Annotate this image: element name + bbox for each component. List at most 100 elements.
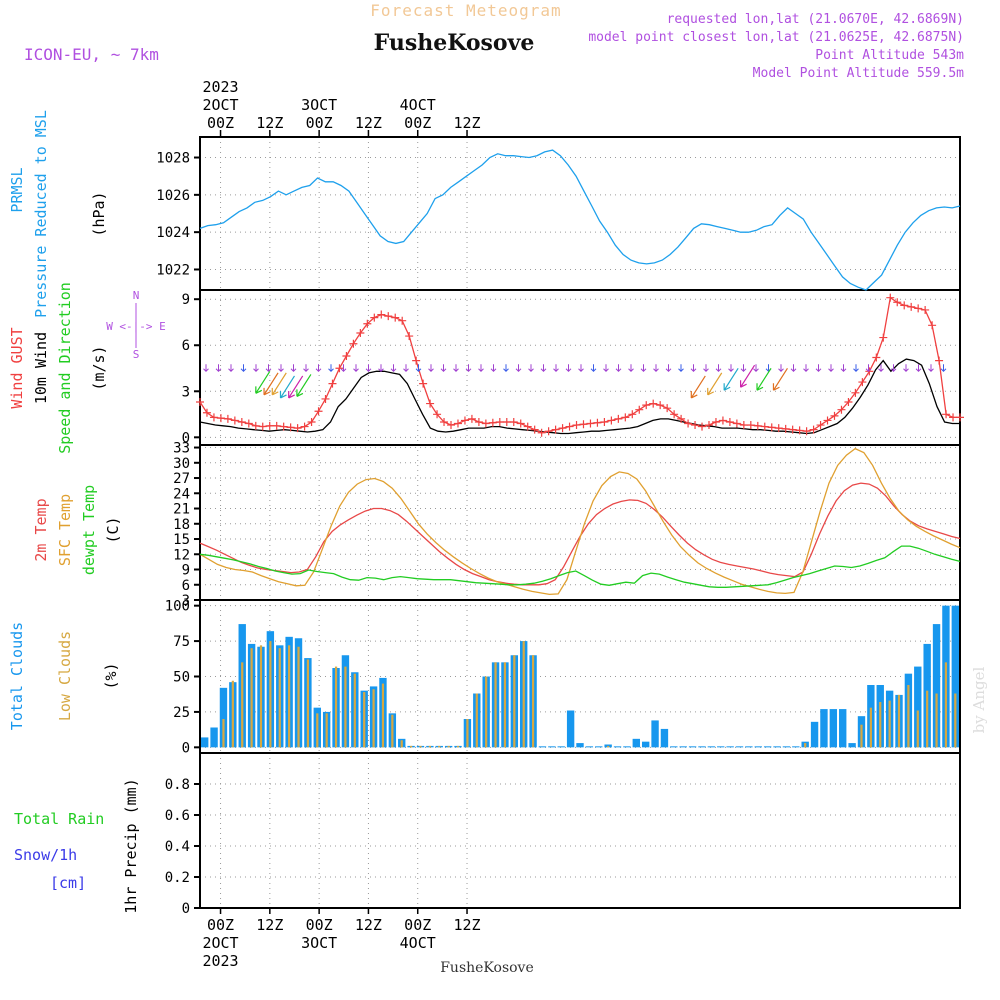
precip-snow-label: Snow/1h <box>14 846 77 864</box>
top-date-label: 2OCT <box>202 96 238 114</box>
total-cloud-bar <box>566 710 575 748</box>
low-cloud-bar <box>259 645 263 748</box>
y-tick-label: 12 <box>173 547 190 563</box>
wind-direction-arrow <box>903 364 909 372</box>
wind-direction-arrow <box>390 364 397 372</box>
y-tick-label: 6 <box>182 578 190 594</box>
temp-2m-label: 2m Temp <box>32 498 50 561</box>
y-tick-label: 0 <box>182 901 190 917</box>
wind-direction-arrow <box>853 364 859 372</box>
gust-marker <box>684 419 693 428</box>
wind-direction-arrow <box>378 364 384 372</box>
wind-vector-arrow <box>296 374 312 397</box>
wind-direction-arrow <box>428 364 434 372</box>
wind-direction-arrow <box>640 364 647 372</box>
gust-marker <box>858 378 867 387</box>
y-tick-label: 33 <box>173 441 190 457</box>
total-cloud-bar <box>623 746 631 748</box>
total-cloud-bar <box>679 746 687 748</box>
low-cloud-bar <box>372 689 375 748</box>
gust-marker <box>670 410 679 419</box>
wind-vector-arrow <box>756 367 772 391</box>
wind-direction-arrow <box>803 364 809 372</box>
low-cloud-bar <box>447 745 450 748</box>
gust-marker <box>718 416 727 425</box>
subtitle-text: Forecast Meteogram <box>370 1 561 20</box>
low-cloud-bar <box>391 714 394 748</box>
wind-direction-arrow <box>528 364 534 372</box>
gust-marker <box>928 321 937 330</box>
bottom-time-label: 00Z <box>306 916 333 934</box>
total-cloud-bar <box>548 746 556 748</box>
low-cloud-bar <box>344 666 347 748</box>
wind-direction-arrow <box>228 364 234 372</box>
gust-marker <box>830 411 839 420</box>
low-cloud-bar <box>907 685 910 748</box>
low-cloud-bar <box>888 700 891 748</box>
low-cloud-bar <box>297 646 300 748</box>
wind-direction-arrow <box>915 364 922 372</box>
wind-direction-arrow <box>940 364 947 372</box>
gust-marker <box>886 293 895 302</box>
gust-marker <box>307 417 316 426</box>
y-tick-label: 15 <box>173 532 190 548</box>
info-point-altitude: Point Altitude 543m <box>815 48 964 63</box>
bottom-date-label: 4OCT <box>400 934 436 952</box>
wind-gust-label: Wind GUST <box>8 327 26 408</box>
temp-sfc-label: SFC Temp <box>56 494 74 566</box>
y-tick-label: 0.8 <box>165 777 190 793</box>
gust-marker <box>237 417 246 426</box>
gust-marker <box>377 310 386 319</box>
gust-marker <box>502 417 511 426</box>
low-cloud-bar <box>879 702 882 748</box>
low-cloud-bar <box>410 745 413 748</box>
bottom-time-label: 12Z <box>453 916 480 934</box>
wind-direction-arrow <box>515 364 522 372</box>
bottom-time-label: 12Z <box>355 916 382 934</box>
gust-marker <box>398 316 407 325</box>
gust-marker <box>447 421 456 430</box>
y-tick-label: 1022 <box>156 262 190 278</box>
low-cloud-bar <box>804 743 807 748</box>
low-cloud-bar <box>381 683 385 748</box>
gust-marker <box>691 421 700 430</box>
gust-marker <box>753 421 762 430</box>
y-tick-label: 0.2 <box>165 870 190 886</box>
total-cloud-bar <box>688 746 697 748</box>
gust-marker <box>558 424 567 433</box>
y-tick-label: 9 <box>182 563 190 579</box>
total-cloud-bar <box>632 738 640 748</box>
gust-marker <box>342 351 351 360</box>
wind-10m-label: 10m Wind <box>32 332 50 404</box>
y-tick-label: 25 <box>173 705 190 721</box>
wind-direction-arrow <box>590 364 597 372</box>
gust-marker <box>739 421 748 430</box>
total-cloud-bar <box>698 746 706 748</box>
gust-marker <box>328 379 337 388</box>
top-time-label: 12Z <box>453 114 480 132</box>
low-cloud-bar <box>222 719 225 748</box>
location-title: FusheKosove <box>374 30 535 56</box>
gust-marker <box>314 407 323 416</box>
low-cloud-bar <box>475 693 478 748</box>
wind-direction-arrow <box>740 364 747 372</box>
low-cloud-bar <box>531 655 535 748</box>
gust-marker <box>635 405 644 414</box>
total-cloud-bar <box>604 744 612 748</box>
total-cloud-bar <box>538 746 547 748</box>
total-cloud-bar <box>932 624 941 748</box>
gust-marker <box>656 401 665 410</box>
gust-marker <box>300 422 309 431</box>
gust-marker <box>321 394 330 403</box>
gust-marker <box>544 427 553 436</box>
gust-marker <box>607 416 616 425</box>
low-cloud-bar <box>306 659 310 748</box>
wind-direction-arrow <box>678 364 684 372</box>
info-model-altitude: Model Point Altitude 559.5m <box>753 66 964 81</box>
gust-marker <box>795 426 804 435</box>
gust-marker <box>907 302 916 311</box>
y-tick-label: 18 <box>173 517 190 533</box>
panel-frame <box>199 444 961 601</box>
compass-north: N <box>133 289 140 302</box>
